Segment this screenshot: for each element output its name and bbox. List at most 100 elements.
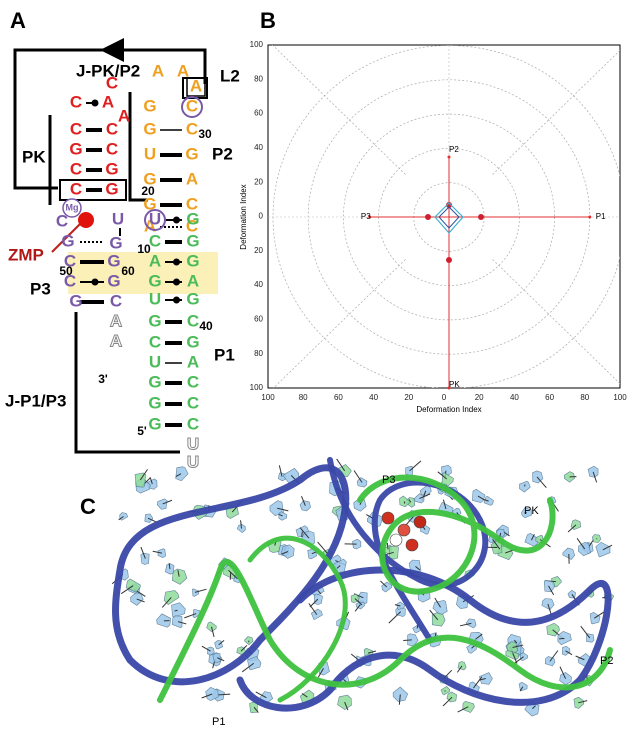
nucleotide: G <box>148 414 161 433</box>
nucleotide: A <box>152 61 164 80</box>
structure-label: P1 <box>212 716 225 728</box>
base <box>568 590 576 598</box>
base <box>520 653 527 661</box>
backbone-tube <box>360 478 553 592</box>
bond <box>302 532 303 537</box>
nucleotide: G <box>148 372 161 391</box>
ligand-atom <box>398 524 410 536</box>
bond <box>175 610 178 611</box>
structure-render <box>112 459 613 716</box>
base <box>533 471 543 483</box>
base <box>432 613 445 627</box>
base <box>300 501 311 511</box>
arm-label: PK <box>449 380 460 389</box>
bond <box>581 626 590 638</box>
y-tick-label: 0 <box>259 212 264 221</box>
nucleotide: U <box>144 144 156 163</box>
nucleotide: U <box>149 209 161 228</box>
nucleotide: G <box>143 119 156 138</box>
x-tick-label: 60 <box>545 393 554 402</box>
bond <box>410 461 421 471</box>
base <box>442 473 454 486</box>
nucleotide: C <box>187 393 199 412</box>
position-number: 30 <box>198 127 212 141</box>
nucleotide: U <box>149 289 161 308</box>
x-tick-label: 100 <box>261 393 275 402</box>
panel-label: B <box>260 8 276 33</box>
region-label: P2 <box>212 144 233 163</box>
region-label: PK <box>22 147 46 166</box>
nucleotide: A <box>149 251 161 270</box>
position-number: 60 <box>121 264 135 278</box>
x-tick-label: 40 <box>369 393 378 402</box>
nucleotide: A <box>118 106 130 125</box>
backbone-tube <box>330 460 485 640</box>
y-tick-label: 40 <box>254 280 263 289</box>
region-label: P1 <box>214 345 235 364</box>
pair-bead <box>173 217 180 224</box>
nucleotide: C <box>110 291 122 310</box>
deformation-point <box>478 214 484 220</box>
base <box>393 687 408 702</box>
nucleotide: C <box>187 372 199 391</box>
pair-bead <box>92 279 99 286</box>
panel-label: A <box>10 8 26 33</box>
region-label: J-P1/P3 <box>5 391 66 410</box>
nucleotide: G <box>69 139 82 158</box>
base <box>472 489 485 502</box>
nucleotide: A <box>102 92 114 111</box>
ligand-atom <box>414 516 426 528</box>
ligand-atom <box>390 534 402 546</box>
position-number: 5' <box>137 424 147 438</box>
deformation-point <box>425 214 431 220</box>
x-tick-label: 20 <box>475 393 484 402</box>
nucleotide: G <box>61 231 74 250</box>
base <box>172 603 186 618</box>
base <box>279 512 287 521</box>
nucleotide: A <box>110 311 122 330</box>
nucleotide: G <box>185 144 198 163</box>
nucleotide: G <box>148 393 161 412</box>
region-label: ZMP <box>8 245 44 264</box>
x-tick-label: 100 <box>613 393 627 402</box>
nucleotide: C <box>187 311 199 330</box>
base <box>213 653 220 663</box>
x-tick-label: 80 <box>299 393 308 402</box>
position-number: 3' <box>98 372 108 386</box>
nucleotide: C <box>187 414 199 433</box>
arm-end <box>448 155 451 158</box>
panel-label: C <box>80 494 96 519</box>
pair-bead <box>92 100 99 107</box>
x-tick-label: 0 <box>442 393 447 402</box>
x-tick-label: 40 <box>510 393 519 402</box>
y-tick-label: 20 <box>254 246 263 255</box>
y-tick-label: 80 <box>254 349 263 358</box>
x-tick-label: 80 <box>580 393 589 402</box>
base <box>544 580 555 591</box>
nucleotide: A <box>187 271 199 290</box>
nucleotide: G <box>186 251 199 270</box>
y-tick-label: 20 <box>254 177 263 186</box>
nucleotide: C <box>70 119 82 138</box>
nucleotide: U <box>112 209 124 228</box>
nucleotide: U <box>187 452 199 471</box>
y-tick-label: 60 <box>254 109 263 118</box>
structure-label: P2 <box>600 655 613 667</box>
arm-label: P1 <box>596 212 606 221</box>
bond <box>559 638 564 639</box>
y-tick-label: 40 <box>254 143 263 152</box>
structure-label: PK <box>524 505 539 517</box>
nucleotide: G <box>186 231 199 250</box>
nucleotide: U <box>149 352 161 371</box>
position-number: 50 <box>59 264 73 278</box>
bond <box>445 691 446 692</box>
arm-end <box>588 216 591 219</box>
base <box>172 569 187 584</box>
nucleotide: G <box>109 233 122 252</box>
backbone-tube <box>160 562 610 700</box>
bond <box>230 572 231 580</box>
nucleotide: G <box>186 209 199 228</box>
nucleotide: C <box>186 119 198 138</box>
pair-bead <box>173 279 180 286</box>
base <box>520 481 531 492</box>
